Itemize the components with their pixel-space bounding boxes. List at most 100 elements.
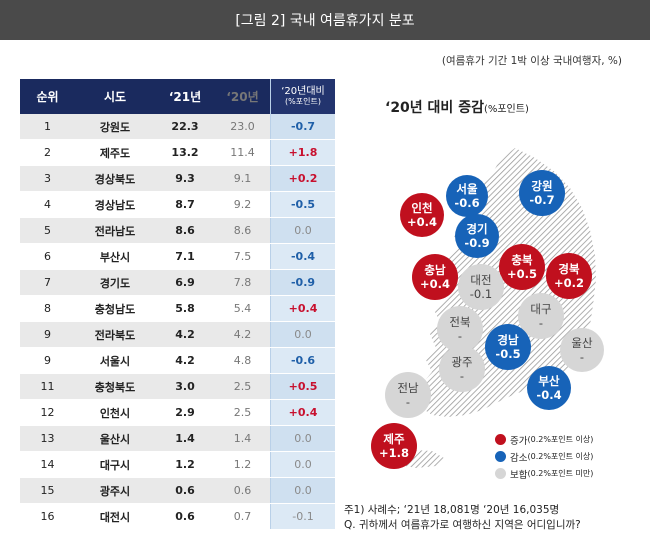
cell-region: 부산시 [99, 250, 131, 264]
cell-region: 서울시 [99, 354, 131, 368]
cell-rank: 12 [40, 406, 55, 419]
bubble-chungbuk-value: +0.5 [506, 267, 537, 281]
bubble-gangwon-name: 강원 [531, 178, 553, 193]
bubble-incheon: 인천 +0.4 [400, 193, 444, 237]
bubble-jeju-name: 제주 [383, 431, 405, 446]
cell-rank: 1 [44, 120, 51, 133]
legend-item: 감소 (0.2%포인트 이상) [495, 448, 593, 465]
cell-2020: 9.2 [233, 198, 252, 211]
bubble-gyeongnam-value: -0.5 [495, 347, 521, 361]
cell-delta: +1.8 [270, 140, 335, 165]
bubble-chungbuk-name: 충북 [511, 252, 533, 267]
cell-region: 충청북도 [94, 380, 136, 394]
cell-2020: 9.1 [233, 172, 252, 185]
cell-rank: 6 [44, 250, 51, 263]
bubble-jeonnam-value: - [405, 395, 411, 409]
cell-delta: -0.5 [270, 192, 335, 217]
bubble-jeju-value: +1.8 [378, 446, 409, 460]
cell-2020: 0.7 [233, 510, 252, 523]
cell-2020: 1.2 [233, 458, 252, 471]
cell-rank: 9 [44, 354, 51, 367]
bubble-daejeon-name: 대전 [470, 272, 492, 287]
cell-delta: 0.0 [270, 452, 335, 477]
cell-delta: 0.0 [270, 322, 335, 347]
cell-2021: 0.6 [175, 510, 195, 523]
bubble-seoul: 서울 -0.6 [446, 175, 488, 217]
table-row: 9 서울시 4.2 4.8 -0.6 [20, 348, 335, 374]
bubble-jeonbuk: 전북 - [437, 306, 483, 352]
cell-2021: 1.4 [175, 432, 195, 445]
cell-delta: +0.4 [270, 296, 335, 321]
bubble-busan: 부산 -0.4 [527, 366, 571, 410]
legend-label: 감소 [510, 452, 528, 464]
footnote-sample-size: 주1) 사례수; ‘21년 18,081명 ‘20년 16,035명 [344, 504, 560, 516]
cell-2021: 13.2 [171, 146, 199, 159]
legend-dot-icon [495, 468, 506, 479]
cell-2020: 5.4 [233, 302, 252, 315]
cell-rank: 4 [44, 198, 51, 211]
cell-delta: +0.2 [270, 166, 335, 191]
cell-2020: 4.8 [233, 354, 252, 367]
cell-rank: 7 [44, 276, 51, 289]
cell-2020: 2.5 [233, 380, 252, 393]
table-row: 11 충청북도 3.0 2.5 +0.5 [20, 374, 335, 400]
cell-2020: 1.4 [233, 432, 252, 445]
bubble-jeonbuk-name: 전북 [449, 314, 471, 329]
cell-region: 울산시 [99, 432, 131, 446]
cell-rank: 15 [40, 484, 55, 497]
cell-rank: 11 [40, 380, 55, 393]
bubble-jeju: 제주 +1.8 [371, 423, 417, 469]
cell-2021: 3.0 [175, 380, 195, 393]
legend-label: 보합 [510, 469, 528, 481]
cell-delta: 0.0 [270, 478, 335, 503]
table-row: 7 경기도 6.9 7.8 -0.9 [20, 270, 335, 296]
cell-region: 전라남도 [94, 224, 136, 238]
bubble-daejeon-value: -0.1 [469, 287, 493, 301]
table-row: 9 전라북도 4.2 4.2 0.0 [20, 322, 335, 348]
cell-delta: 0.0 [270, 218, 335, 243]
cell-region: 경기도 [99, 276, 131, 290]
cell-delta: -0.6 [270, 348, 335, 373]
bubble-gyeonggi: 경기 -0.9 [455, 214, 499, 258]
cell-2021: 5.8 [175, 302, 195, 315]
bubble-gyeongnam-name: 경남 [497, 332, 519, 347]
legend-detail: (0.2%포인트 이상) [527, 435, 594, 444]
table-row: 12 인천시 2.9 2.5 +0.4 [20, 400, 335, 426]
cell-2021: 8.6 [175, 224, 195, 237]
cell-delta: +0.4 [270, 400, 335, 425]
header-2020: ‘20년 [226, 90, 259, 104]
ranking-table: 순위 시도 ‘21년 ‘20년 ‘20년대비 (%포인트) 1 강원도 22.3 23… [20, 79, 335, 530]
bubble-chungbuk: 충북 +0.5 [499, 244, 545, 290]
bubble-gwangju: 광주 - [439, 346, 485, 392]
cell-2020: 8.6 [233, 224, 252, 237]
cell-2021: 6.9 [175, 276, 195, 289]
cell-rank: 2 [44, 146, 51, 159]
bubble-ulsan-name: 울산 [571, 335, 593, 350]
bubble-gwangju-value: - [459, 369, 465, 383]
cell-region: 전라북도 [94, 328, 136, 342]
bubble-incheon-value: +0.4 [406, 215, 437, 229]
bubble-jeonnam-name: 전남 [397, 380, 419, 395]
bubble-gwangju-name: 광주 [451, 354, 473, 369]
table-row: 6 부산시 7.1 7.5 -0.4 [20, 244, 335, 270]
cell-2020: 7.5 [233, 250, 252, 263]
table-row: 1 강원도 22.3 23.0 -0.7 [20, 114, 335, 140]
cell-2021: 2.9 [175, 406, 195, 419]
cell-2021: 8.7 [175, 198, 195, 211]
header-rank: 순위 [36, 90, 59, 104]
map-title-text: ‘20년 대비 증감 [385, 100, 484, 116]
bubble-jeonnam: 전남 - [385, 372, 431, 418]
table-header: 순위 시도 ‘21년 ‘20년 ‘20년대비 (%포인트) [20, 79, 335, 114]
cell-rank: 3 [44, 172, 51, 185]
cell-delta: +0.5 [270, 374, 335, 399]
legend-dot-icon [495, 434, 506, 445]
bubble-busan-name: 부산 [538, 373, 560, 388]
footnote-question: Q. 귀하께서 여름휴가로 여행하신 지역은 어디입니까? [344, 519, 581, 532]
cell-2020: 0.6 [233, 484, 252, 497]
cell-delta: 0.0 [270, 426, 335, 451]
bubble-chungnam-name: 충남 [424, 262, 446, 277]
cell-rank: 13 [40, 432, 55, 445]
legend-detail: (0.2%포인트 미만) [527, 469, 594, 478]
cell-region: 대전시 [99, 510, 131, 524]
bubble-gyeongnam: 경남 -0.5 [485, 324, 531, 370]
